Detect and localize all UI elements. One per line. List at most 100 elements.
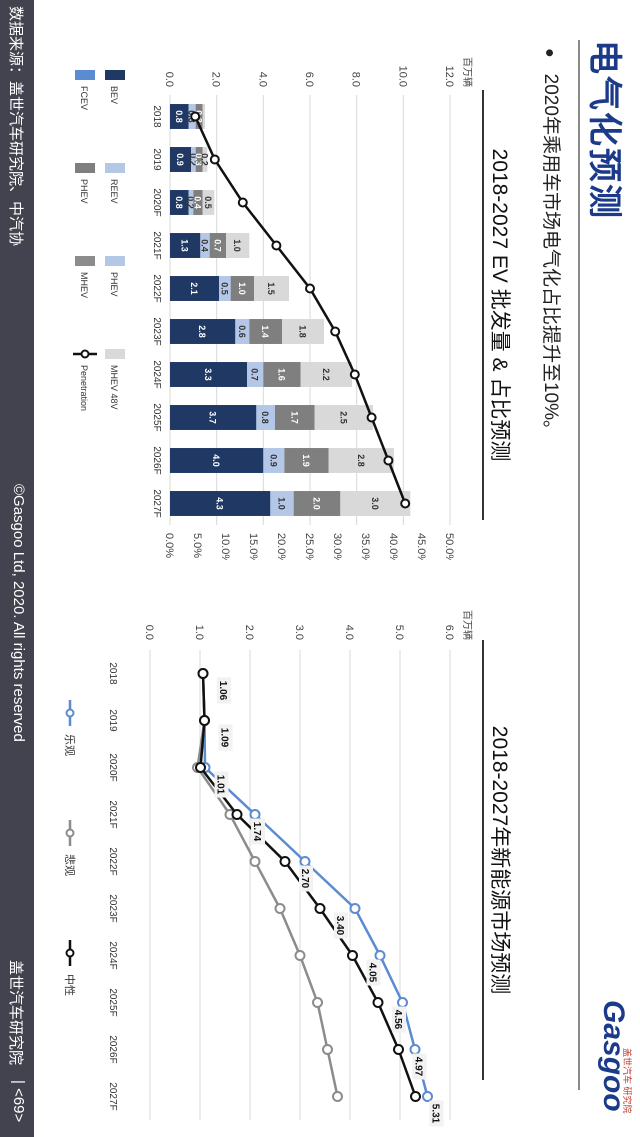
series-乐观-point: [349, 903, 361, 914]
data-label-bg: [214, 771, 229, 798]
series-乐观-point: [249, 809, 261, 820]
y2-tick-label: 45.0%: [415, 533, 427, 560]
series-悲观-point: [294, 950, 306, 961]
legend-label: 乐观: [63, 734, 76, 756]
y-tick-label: 6.0: [303, 72, 315, 87]
data-label: 5.31: [430, 1104, 441, 1124]
y2-tick-label: 50.0%: [443, 533, 455, 560]
chart1-title: 2018-2027 EV 批发量 & 占比预测: [488, 148, 511, 462]
y2-tick-label: 35.0%: [359, 533, 371, 560]
legend-label: PHEV: [79, 179, 89, 204]
bar-segment-phev: [284, 448, 329, 473]
legend-swatch: [105, 70, 125, 80]
bar-segment-bev: [169, 319, 236, 344]
footer-brand: 盖世汽车研究院: [7, 960, 24, 1066]
bar-segment-mhev-48v: [300, 362, 352, 387]
series-悲观-point: [332, 1091, 343, 1102]
bar-data-label: 1.5: [266, 282, 276, 295]
y-tick-label: 3.0: [293, 625, 305, 640]
y2-tick-label: 10.0%: [219, 533, 231, 560]
bar-data-label: 0.2: [200, 153, 210, 166]
bar-segment-bev: [169, 491, 271, 516]
legend-swatch: [75, 256, 95, 266]
ev-bar-chart: 0.0 2.0 4.0 6.0 8.0 10.0 12.0 百万辆 0.0% 5.0% 10.0% 1…: [73, 57, 474, 560]
bar-segment-mhev-48v: [202, 190, 215, 215]
bar-data-label: 0.3: [194, 153, 204, 166]
x-tick-label: 2020F: [107, 753, 118, 781]
bar-data-label: 0.7: [212, 239, 222, 252]
bar-segment-phev: [209, 233, 226, 258]
x-tick-label: 2020F: [151, 188, 162, 216]
bar-segment-phev: [230, 276, 254, 301]
data-label: 4.56: [392, 1010, 403, 1030]
bar-segment-bev: [169, 104, 189, 129]
bar-data-label: 3.0: [370, 497, 380, 510]
bar-segment-mhev-48v: [340, 491, 411, 516]
bar-data-label: 0.8: [260, 411, 270, 424]
series-乐观-point: [299, 856, 311, 867]
data-label: 2.70: [299, 869, 310, 889]
legend-label: FCEV: [79, 86, 89, 110]
x-tick-label: 2021F: [151, 231, 162, 259]
y2-tick-label: 5.0%: [191, 533, 203, 558]
x-tick-label: 2022F: [107, 847, 118, 875]
bar-segment-reev: [200, 233, 210, 258]
series-中性-point: [410, 1091, 421, 1102]
bar-segment-reev: [188, 190, 194, 215]
y-tick-label: 4.0: [343, 625, 355, 640]
x-tick-label: 2023F: [107, 894, 118, 922]
bar-data-label: 2.2: [321, 368, 331, 381]
data-label: 1.74: [251, 822, 262, 842]
x-tick-label: 2019: [151, 148, 162, 171]
legend-label: MHEV 48V: [109, 365, 119, 410]
data-label-bg: [392, 1006, 406, 1033]
penetration-point: [330, 326, 341, 337]
series-中性-point: [393, 1044, 404, 1055]
y-tick-label: 2.0: [243, 625, 255, 640]
bar-segment-mhev-48v: [202, 104, 205, 129]
bar-segment-bev: [169, 405, 257, 430]
bullet-point: ● 2020年乘用车市场电气化占比提升至10%。: [539, 48, 566, 439]
bar-data-label: 0.2: [188, 153, 198, 166]
bar-data-label: 0.6: [237, 325, 247, 338]
bar-segment-bev: [170, 233, 201, 258]
x-tick-label: 2022F: [151, 274, 162, 302]
bar-segment-bev: [170, 276, 219, 301]
x-tick-label: 2024F: [107, 941, 118, 969]
data-label-bg: [429, 1100, 444, 1127]
bar-data-label: 0.7: [250, 368, 260, 381]
page-title: 电气化预测: [585, 40, 623, 220]
bar-data-label: 0.4: [193, 196, 203, 209]
bar-data-label: 2.0: [312, 497, 322, 510]
x-tick-label: 2025F: [151, 403, 162, 431]
bar-segment-reev: [263, 448, 285, 473]
data-label: 1.09: [219, 728, 230, 748]
y-tick-label: 4.0: [256, 72, 268, 87]
title-divider: [578, 40, 580, 1090]
bar-data-label: 1.6: [277, 368, 287, 381]
series-悲观-point: [274, 903, 286, 914]
bullet-icon: ●: [541, 48, 558, 58]
bar-data-label: 0.5: [203, 196, 213, 209]
penetration-point: [366, 412, 377, 423]
data-label-bg: [412, 1053, 427, 1080]
bar-data-label: 2.8: [356, 454, 366, 467]
bar-segment-reev: [270, 491, 294, 516]
footer-source: 数据来源：盖世汽车研究院、中汽协: [7, 6, 24, 247]
series-悲观-point: [312, 997, 323, 1008]
y2-tick-label: 40.0%: [387, 533, 399, 560]
bar-data-label: 2.1: [189, 282, 199, 295]
bar-data-label: 2.5: [338, 411, 348, 424]
series-中性-point: [199, 715, 210, 726]
series-中性-point: [197, 668, 209, 679]
series-乐观-point: [409, 1044, 421, 1055]
nev-line-chart: 0.0 1.0 2.0 3.0 4.0 5.0 6.0 百万辆 2018 2019 2020F 202…: [63, 610, 474, 1127]
series-悲观-point: [249, 856, 261, 867]
series-中性-point: [231, 809, 243, 820]
series-乐观-point: [397, 997, 408, 1008]
unit-label: 百万辆: [461, 57, 474, 87]
y2-tick-label: 30.0%: [331, 533, 343, 560]
x-tick-label: 2027F: [151, 489, 162, 517]
chart2-title-line: [482, 640, 484, 1080]
